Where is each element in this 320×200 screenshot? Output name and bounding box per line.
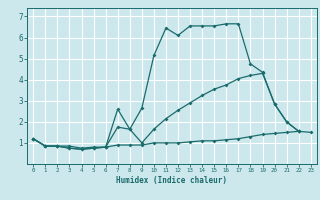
X-axis label: Humidex (Indice chaleur): Humidex (Indice chaleur)	[116, 176, 228, 185]
